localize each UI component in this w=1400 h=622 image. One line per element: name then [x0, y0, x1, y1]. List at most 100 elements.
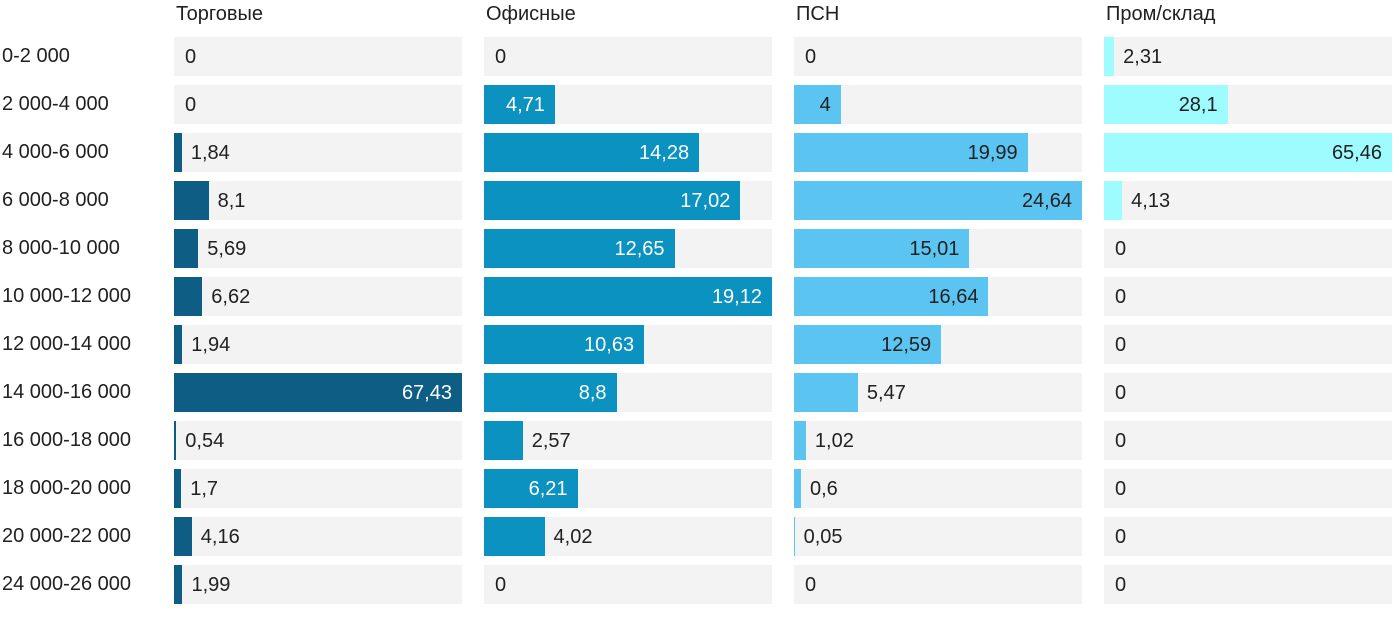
bar-value-label: 4,16 — [200, 526, 240, 548]
bar-value-label: 5,69 — [207, 238, 247, 260]
bar-track: 5,69 — [174, 229, 462, 268]
bar-track: 8,8 — [484, 373, 772, 412]
row-label: 12 000-14 000 — [2, 333, 132, 355]
row-label: 24 000-26 000 — [2, 573, 132, 595]
bar-track: 6,62 — [174, 277, 462, 316]
bar-track: 1,99 — [174, 565, 462, 604]
bar — [794, 133, 1028, 172]
bar-track: 8,1 — [174, 181, 462, 220]
bar-track: 0 — [1104, 421, 1392, 460]
bar-track: 0 — [1104, 517, 1392, 556]
bar-value-label: 4,13 — [1131, 190, 1171, 212]
bar-value-label: 2,57 — [531, 430, 571, 452]
bar-track: 0,54 — [174, 421, 462, 460]
bar — [794, 421, 806, 460]
bar — [484, 85, 555, 124]
bar — [484, 181, 741, 220]
bar-value-label: 1,02 — [814, 430, 854, 452]
bar-track: 0 — [1104, 277, 1392, 316]
bar-track: 0,05 — [794, 517, 1082, 556]
bar-track: 19,12 — [484, 277, 772, 316]
bar-value-label: 12,65 — [614, 238, 665, 260]
bar — [484, 421, 523, 460]
bar — [1104, 133, 1392, 172]
bar-track: 0 — [794, 565, 1082, 604]
bar-track: 0 — [1104, 229, 1392, 268]
bar-value-label: 0 — [185, 46, 197, 68]
bar-track: 4 — [794, 85, 1082, 124]
bar-track: 4,13 — [1104, 181, 1392, 220]
bar — [484, 133, 700, 172]
bar-value-label: 10,63 — [584, 334, 635, 356]
bar-value-label: 0 — [805, 574, 817, 596]
bar-track: 0 — [1104, 325, 1392, 364]
bar-track: 12,65 — [484, 229, 772, 268]
bar — [794, 517, 795, 556]
bar-value-label: 28,1 — [1178, 94, 1218, 116]
bar-value-label: 1,94 — [191, 334, 231, 356]
bar — [484, 373, 617, 412]
column-header-prom-sklad: Пром/склад — [1106, 3, 1216, 25]
bar-value-label: 8,8 — [578, 382, 607, 404]
bar-track: 65,46 — [1104, 133, 1392, 172]
bar-value-label: 1,7 — [190, 478, 219, 500]
bar-value-label: 0,54 — [185, 430, 225, 452]
bar-value-label: 0 — [1115, 526, 1127, 548]
bar-value-label: 16,64 — [928, 286, 979, 308]
bar-track: 0 — [484, 565, 772, 604]
bar — [174, 133, 182, 172]
bar — [484, 325, 645, 364]
bar-track: 2,57 — [484, 421, 772, 460]
bar-track: 67,43 — [174, 373, 462, 412]
bar-track: 28,1 — [1104, 85, 1392, 124]
bar-value-label: 0 — [1115, 574, 1127, 596]
bar-track: 1,02 — [794, 421, 1082, 460]
bar-track: 19,99 — [794, 133, 1082, 172]
bar-value-label: 0 — [1115, 334, 1127, 356]
row-label: 20 000-22 000 — [2, 525, 132, 547]
bar-value-label: 5,47 — [866, 382, 906, 404]
bar-value-label: 24,64 — [1021, 190, 1072, 212]
bar-track: 15,01 — [794, 229, 1082, 268]
bar-value-label: 0,05 — [803, 526, 843, 548]
bar-track: 17,02 — [484, 181, 772, 220]
bar — [174, 517, 192, 556]
column-header-ofisnye: Офисные — [486, 3, 576, 25]
bar-value-label: 1,99 — [191, 574, 231, 596]
row-label: 16 000-18 000 — [2, 429, 132, 451]
bar — [484, 277, 772, 316]
bar — [174, 469, 182, 508]
chart-grid: Торговые Офисные ПСН Пром/склад 0-2 000 0… — [2, 2, 1392, 604]
bar-value-label: 6,62 — [211, 286, 251, 308]
row-label: 6 000-8 000 — [2, 189, 109, 211]
bar — [794, 469, 801, 508]
bar-track: 16,64 — [794, 277, 1082, 316]
bar — [174, 421, 177, 460]
bar-track: 1,7 — [174, 469, 462, 508]
corner-spacer — [2, 2, 152, 28]
bar-value-label: 0 — [495, 46, 507, 68]
bar — [794, 325, 942, 364]
bar — [174, 373, 462, 412]
bar-track: 0 — [1104, 565, 1392, 604]
bar-track: 1,94 — [174, 325, 462, 364]
bar — [174, 229, 199, 268]
bar-track: 4,16 — [174, 517, 462, 556]
bar-value-label: 1,84 — [190, 142, 230, 164]
bar-value-label: 0 — [1115, 478, 1127, 500]
bar — [1104, 37, 1115, 76]
bar-track: 12,59 — [794, 325, 1082, 364]
row-label: 18 000-20 000 — [2, 477, 132, 499]
bar-track: 4,02 — [484, 517, 772, 556]
bar — [484, 469, 578, 508]
bar — [794, 229, 970, 268]
bar — [484, 517, 545, 556]
bar-track: 0,6 — [794, 469, 1082, 508]
bar-value-label: 2,31 — [1123, 46, 1163, 68]
bar-value-label: 4 — [819, 94, 831, 116]
bar-track: 1,84 — [174, 133, 462, 172]
bar-track: 4,71 — [484, 85, 772, 124]
bar-value-label: 67,43 — [401, 382, 452, 404]
bar-track: 0 — [174, 37, 462, 76]
bar-value-label: 15,01 — [909, 238, 960, 260]
